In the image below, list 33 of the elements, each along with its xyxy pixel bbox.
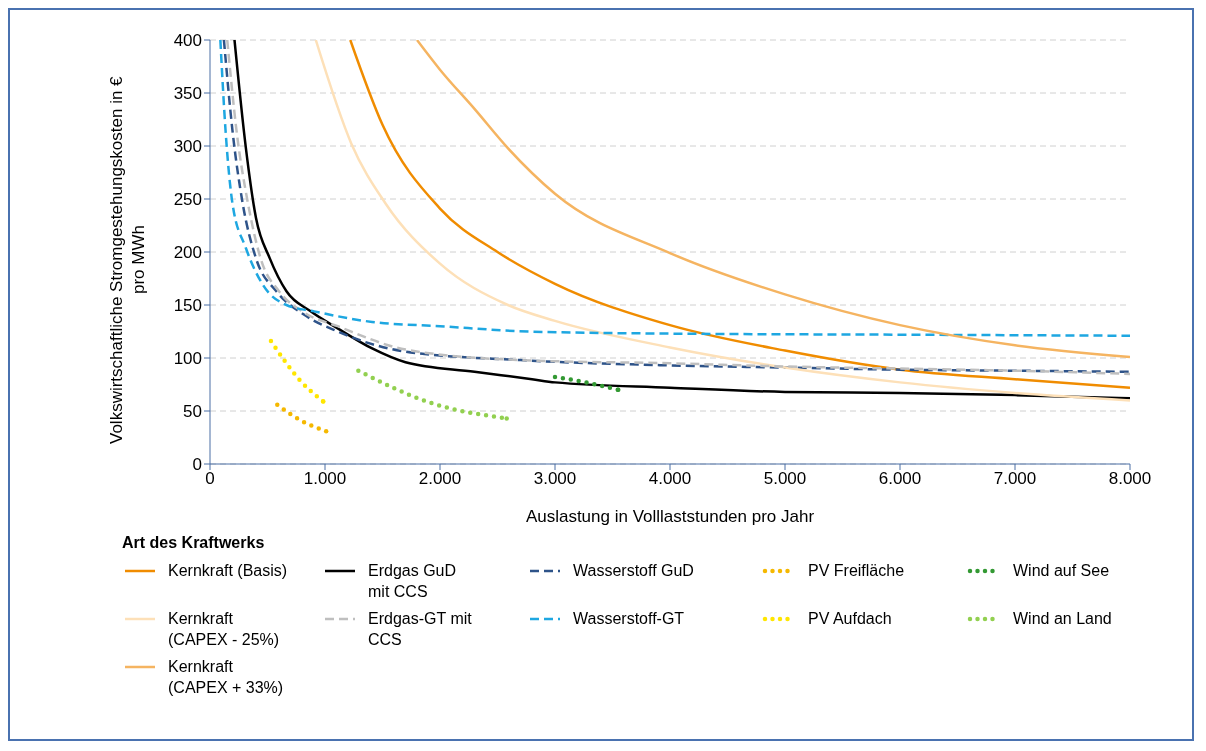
y-tick-label: 100 xyxy=(173,349,202,369)
x-axis-title: Auslastung in Volllaststunden pro Jahr xyxy=(525,507,815,526)
legend-label: Wasserstoff GuD xyxy=(573,561,694,581)
legend-label: Kernkraft (Basis) xyxy=(168,561,288,581)
y-tick-label: 350 xyxy=(173,84,202,104)
y-tick-label: 150 xyxy=(173,296,202,316)
legend-label: PV Freifläche xyxy=(808,561,905,581)
line-series xyxy=(415,40,1130,359)
y-tick-label: 300 xyxy=(173,137,202,157)
legend-label: Erdgas-GT mit CCS xyxy=(368,609,473,650)
y-tick-label: 0 xyxy=(192,455,202,475)
x-tick-label: 6.000 xyxy=(878,469,922,489)
y-tick-label: 50 xyxy=(183,402,202,422)
legend-label: PV Aufdach xyxy=(808,609,892,629)
x-tick-label: 1.000 xyxy=(303,469,347,489)
y-tick-label: 200 xyxy=(173,243,202,263)
legend-title: Art des Kraftwerks xyxy=(122,534,266,552)
y-axis-title: Volkswirtschaftliche Stromgestehungskosten in € pro MWh xyxy=(106,75,149,446)
y-tick-label: 400 xyxy=(173,31,202,51)
legend-label: Wasserstoff-GT xyxy=(573,609,685,629)
x-tick-label: 4.000 xyxy=(648,469,692,489)
x-tick-label: 3.000 xyxy=(533,469,577,489)
x-tick-label: 8.000 xyxy=(1108,469,1152,489)
legend-label: Kernkraft (CAPEX + 33%) xyxy=(168,657,285,698)
legend-label: Erdgas GuD mit CCS xyxy=(368,561,458,602)
x-tick-label: 0 xyxy=(205,469,215,489)
x-tick-label: 7.000 xyxy=(993,469,1037,489)
legend-label: Wind auf See xyxy=(1013,561,1110,581)
x-tick-label: 5.000 xyxy=(763,469,807,489)
y-tick-label: 250 xyxy=(173,190,202,210)
x-tick-label: 2.000 xyxy=(418,469,462,489)
legend-label: Kernkraft (CAPEX - 25%) xyxy=(168,609,281,650)
legend-label: Wind an Land xyxy=(1013,609,1112,629)
